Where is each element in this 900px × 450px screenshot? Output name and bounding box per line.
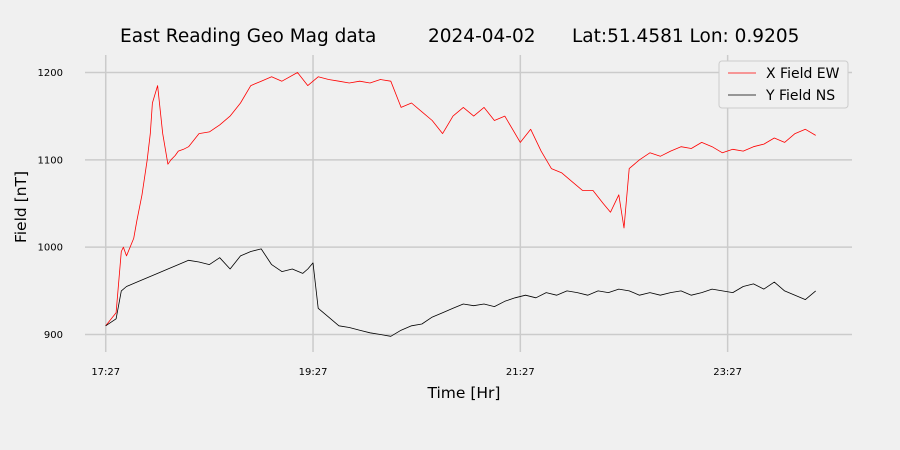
legend-label-x-field: X Field EW (766, 66, 840, 82)
x-tick-labels: 17:27 19:27 21:27 23:27 (91, 367, 742, 378)
x-tick-label-3: 23:27 (713, 367, 742, 378)
y-tick-label-0: 900 (44, 330, 63, 341)
series-line-x-field-ew (105, 72, 816, 327)
y-axis-label: Field [nT] (12, 171, 30, 243)
chart-title-part-3: Lat:51.4581 Lon: 0.9205 (572, 26, 799, 47)
x-tick-label-2: 21:27 (506, 367, 535, 378)
legend-label-y-field: Y Field NS (765, 88, 835, 104)
series-line-y-field-ns (105, 248, 816, 337)
series-layer (105, 72, 816, 337)
y-tick-labels: 900 1000 1100 1200 (38, 68, 63, 341)
y-tick-label-1: 1000 (38, 243, 63, 254)
x-tick-label-1: 19:27 (299, 367, 328, 378)
y-tick-label-2: 1100 (38, 155, 63, 166)
x-axis-label: Time [Hr] (427, 384, 501, 402)
y-tick-label-3: 1200 (38, 68, 63, 79)
legend: X Field EW Y Field NS (718, 60, 849, 109)
chart-title-part-2: 2024-04-02 (428, 26, 536, 47)
x-tick-label-0: 17:27 (91, 367, 120, 378)
chart-title-part-1: East Reading Geo Mag data (120, 26, 376, 47)
